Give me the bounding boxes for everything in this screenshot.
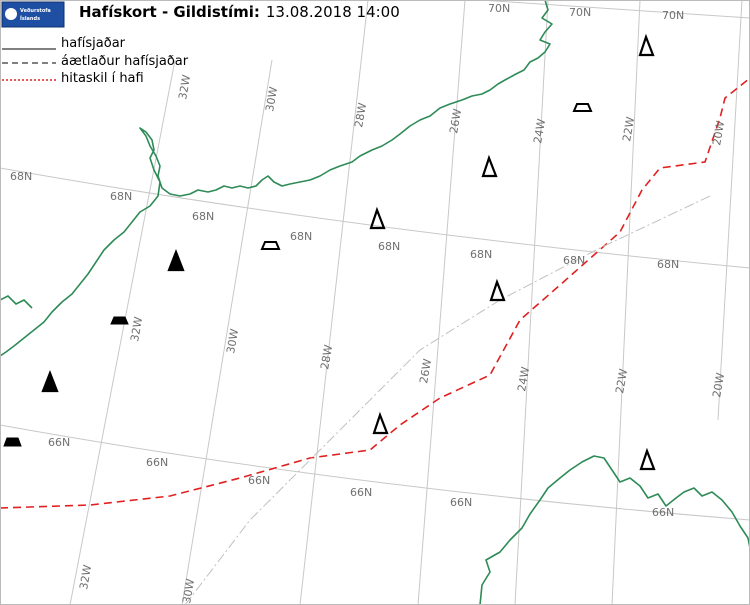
grid-label-30w-c: 30W	[180, 578, 197, 605]
grid-label-70n-c: 70N	[662, 9, 684, 22]
grid-label-68n-b: 68N	[110, 190, 132, 203]
grid-label-66n-d: 66N	[350, 486, 372, 499]
iceberg-filled-icon	[167, 248, 185, 272]
ice-symbols	[3, 33, 656, 471]
greenland-coastline	[0, 0, 553, 357]
title-datetime: 13.08.2018 14:00	[266, 3, 400, 21]
chart-title: Hafískort - Gildistími: 13.08.2018 14:00	[79, 3, 400, 21]
iceberg-open-icon	[369, 206, 386, 230]
legend: hafísjaðar áætlaður hafísjaðar hitaskil …	[2, 36, 189, 86]
latitude-line-66n	[0, 424, 750, 521]
grid-label-66n-c: 66N	[248, 474, 270, 487]
growler-filled-icon	[3, 437, 22, 447]
latitude-line-70n	[477, 0, 750, 19]
grid-label-66n-e: 66N	[450, 496, 472, 509]
grid-label-68n-g: 68N	[563, 254, 585, 267]
temperature-front	[0, 77, 750, 509]
grid-label-68n-c: 68N	[192, 210, 214, 223]
logo-line1: Veðurstofa	[20, 8, 51, 14]
iceberg-filled-icon	[41, 369, 59, 393]
longitude-line-30w	[181, 59, 273, 605]
grid-label-22w-a: 22W	[620, 116, 637, 143]
grid-label-30w-b: 30W	[224, 328, 241, 355]
longitude-line-22w	[611, 0, 641, 605]
grid-label-70n-a: 70N	[488, 2, 510, 15]
grid-label-26w-a: 26W	[447, 108, 464, 135]
growler-open-icon	[572, 103, 593, 112]
grid-label-68n-d: 68N	[290, 230, 312, 243]
iceberg-open-icon	[481, 154, 498, 178]
svg-text:Hafískort - Gildistími:13.08.2: Hafískort - Gildistími: 13.08.2018 14:00	[79, 3, 400, 21]
iceland-coastline	[479, 455, 750, 605]
grid-label-20w-b: 20W	[710, 372, 727, 399]
ice-edge-fragment	[0, 295, 33, 309]
grid-label-32w-a: 32W	[176, 74, 193, 101]
grid-label-32w-c: 32W	[77, 564, 94, 591]
ship-track	[184, 195, 711, 605]
grid-label-32w-b: 32W	[128, 316, 145, 343]
longitude-line-20w	[717, 0, 743, 421]
longitude-line-24w	[514, 0, 549, 605]
legend-ice-edge-label: hafísjaðar	[61, 36, 126, 51]
grid-label-66n-f: 66N	[652, 506, 674, 519]
grid-label-68n-f: 68N	[470, 248, 492, 261]
iceberg-open-icon	[638, 33, 655, 57]
grid-label-24w-b: 24W	[515, 366, 532, 393]
grid-label-66n-b: 66N	[146, 456, 168, 469]
title-label: Hafískort - Gildistími:	[79, 3, 260, 21]
grid-labels: 70N 70N 70N 68N 68N 68N 68N 68N 68N 68N …	[10, 2, 727, 605]
legend-estimated-ice-edge-label: áætlaður hafísjaðar	[61, 54, 189, 69]
logo-emblem-icon	[5, 8, 17, 20]
growler-open-icon	[260, 241, 281, 250]
grid-label-20w-a: 20W	[710, 120, 727, 147]
grid-label-68n-h: 68N	[657, 258, 679, 271]
grid-label-26w-b: 26W	[417, 358, 434, 385]
grid-label-68n-e: 68N	[378, 240, 400, 253]
iceberg-open-icon	[639, 447, 656, 471]
longitude-line-32w	[69, 59, 176, 605]
longitude-line-26w	[417, 0, 466, 605]
iceberg-open-icon	[372, 411, 389, 435]
grid-label-30w-a: 30W	[263, 86, 280, 113]
logo-line2: Íslands	[20, 14, 40, 22]
longitude-line-28w	[299, 0, 369, 605]
vedurstofa-logo: Veðurstofa Íslands	[1, 1, 65, 28]
legend-temperature-front-label: hitaskil í hafi	[61, 71, 144, 86]
grid-label-28w-b: 28W	[318, 344, 335, 371]
grid-label-24w-a: 24W	[531, 118, 548, 145]
grid-label-68n-a: 68N	[10, 170, 32, 183]
longitude-lines	[69, 0, 743, 605]
growler-filled-icon	[110, 316, 129, 325]
grid-label-28w-a: 28W	[352, 102, 369, 129]
latitude-line-68n	[0, 167, 750, 269]
grid-label-70n-b: 70N	[569, 6, 591, 19]
iceberg-open-icon	[489, 278, 506, 302]
grid-label-66n-a: 66N	[48, 436, 70, 449]
grid-label-22w-b: 22W	[613, 368, 630, 395]
